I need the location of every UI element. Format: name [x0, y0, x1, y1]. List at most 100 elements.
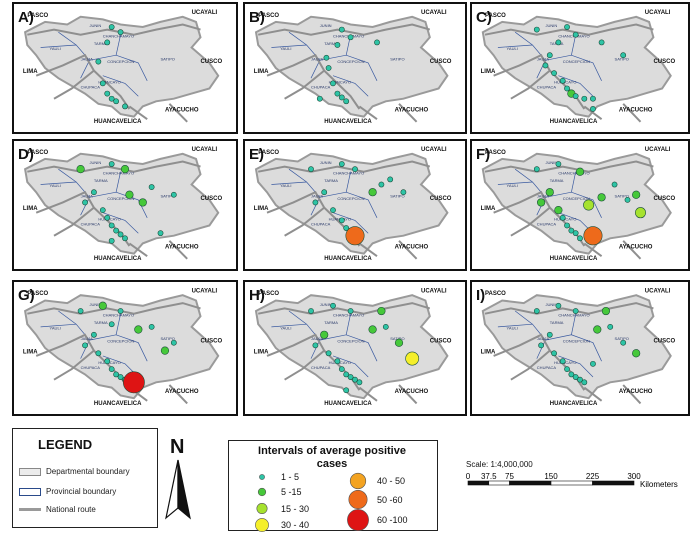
panel-label: A) — [18, 9, 34, 26]
provincial-boundary — [497, 323, 533, 328]
legend-label: Departmental boundary — [46, 467, 130, 476]
place-label-jauja: JAUJA — [81, 336, 94, 341]
place-label-huancavelica: HUANCAVELICA — [550, 401, 598, 407]
case-marker — [555, 39, 562, 46]
case-marker — [368, 188, 377, 197]
case-marker — [113, 371, 120, 378]
case-marker — [108, 321, 115, 328]
interval-row: 1 - 5 — [251, 472, 299, 482]
case-marker — [564, 24, 570, 30]
case-marker — [538, 342, 545, 349]
case-marker — [321, 189, 328, 196]
map-panel: PASCO UCAYALI LIMA CUSCO HUANCAVELICA AYACUCH… — [12, 139, 238, 271]
interval-label: 50 -60 — [377, 494, 403, 505]
place-label-pasco: PASCO — [485, 13, 506, 19]
legend-item-provincial: Provincial boundary — [19, 487, 116, 496]
place-label-ayacucho: AYACUCHO — [395, 245, 429, 251]
place-label-huancavelica: HUANCAVELICA — [550, 256, 598, 262]
case-marker — [598, 39, 605, 46]
place-label-concepcion: CONCEPCION — [563, 59, 590, 64]
case-marker — [352, 166, 358, 173]
interval-row: 60 -100 — [347, 508, 408, 532]
place-label-cusco: CUSCO — [430, 59, 452, 65]
national-route — [258, 23, 431, 36]
interval-label: 30 - 40 — [281, 520, 310, 530]
national-route — [258, 160, 431, 173]
place-label-pasco: PASCO — [27, 291, 48, 297]
case-marker — [95, 350, 102, 357]
scale-segment — [592, 480, 635, 486]
case-marker — [347, 308, 354, 314]
place-label-chanchamayo: CHANCHAMAYO — [103, 33, 134, 38]
case-marker — [138, 198, 147, 207]
place-label-chupaca: CHUPACA — [81, 84, 101, 89]
provincial-boundary — [514, 31, 546, 79]
place-label-satipo: SATIPO — [161, 336, 175, 341]
case-marker — [611, 181, 618, 188]
provincial-boundary — [89, 54, 148, 81]
case-marker — [338, 161, 345, 167]
place-label-jauja: JAUJA — [311, 336, 324, 341]
place-label-huancavelica: HUANCAVELICA — [324, 119, 372, 125]
case-marker — [572, 93, 579, 100]
place-label-pasco: PASCO — [27, 13, 48, 19]
case-marker — [559, 77, 566, 84]
map-panel: PASCO UCAYALI LIMA CUSCO HUANCAVELICA AYACUCH… — [243, 280, 467, 416]
place-label-yauli: YAULI — [507, 46, 518, 51]
interval-swatch-icon — [256, 503, 268, 514]
national-route — [510, 349, 551, 381]
place-label-lima: LIMA — [23, 349, 38, 355]
provincial-boundary — [571, 313, 577, 335]
case-marker — [122, 371, 145, 394]
legend-item-departmental: Departmental boundary — [19, 467, 130, 476]
place-label-chupaca: CHUPACA — [311, 221, 331, 226]
panel-label: E) — [249, 146, 264, 163]
place-label-lima: LIMA — [23, 206, 38, 212]
place-label-cusco: CUSCO — [653, 196, 675, 202]
case-marker — [312, 342, 319, 349]
interval-swatch-icon — [257, 487, 267, 497]
national-route — [53, 69, 95, 100]
case-marker — [113, 227, 120, 234]
case-marker — [368, 325, 377, 334]
place-label-cusco: CUSCO — [430, 339, 452, 345]
place-label-tarma: TARMA — [94, 178, 108, 183]
place-label-satipo: SATIPO — [161, 56, 175, 61]
place-label-tarma: TARMA — [324, 320, 338, 325]
case-marker — [122, 103, 128, 110]
case-marker — [125, 190, 134, 199]
place-label-lima: LIMA — [481, 69, 496, 75]
national-route — [128, 105, 148, 121]
case-marker — [533, 26, 540, 33]
department-region — [481, 15, 672, 118]
case-marker — [122, 235, 128, 242]
intervals-title: Intervals of average positive cases — [258, 445, 406, 470]
place-label-ayacucho: AYACUCHO — [619, 245, 653, 251]
place-label-tarma: TARMA — [550, 320, 564, 325]
place-label-concepcion: CONCEPCION — [107, 339, 134, 344]
case-marker — [568, 227, 575, 234]
case-marker — [117, 231, 124, 238]
case-marker — [99, 80, 106, 87]
interval-swatch-icon — [349, 472, 367, 490]
provincial-boundary — [545, 191, 602, 218]
provincial-boundary — [332, 355, 369, 378]
place-label-chanchamayo: CHANCHAMAYO — [103, 170, 134, 175]
provincial-boundary — [558, 355, 594, 378]
interval-swatch-icon — [255, 518, 269, 532]
place-label-junin: JUNIN — [320, 302, 332, 307]
place-label-lima: LIMA — [481, 206, 496, 212]
case-marker — [347, 374, 354, 380]
national-route — [510, 206, 551, 237]
national-route — [583, 242, 603, 258]
place-label-chupaca: CHUPACA — [537, 84, 557, 89]
place-label-chupaca: CHUPACA — [81, 365, 101, 370]
place-label-ucayali: UCAYALI — [421, 147, 447, 153]
scale-tick-label: 75 — [505, 472, 514, 481]
provincial-boundary — [40, 181, 77, 185]
place-label-jauja: JAUJA — [537, 336, 550, 341]
place-label-huancavelica: HUANCAVELICA — [324, 256, 372, 262]
map-panel: PASCO UCAYALI LIMA CUSCO HUANCAVELICA AYACUCH… — [470, 280, 690, 416]
case-marker — [632, 190, 641, 199]
case-marker — [590, 360, 596, 367]
